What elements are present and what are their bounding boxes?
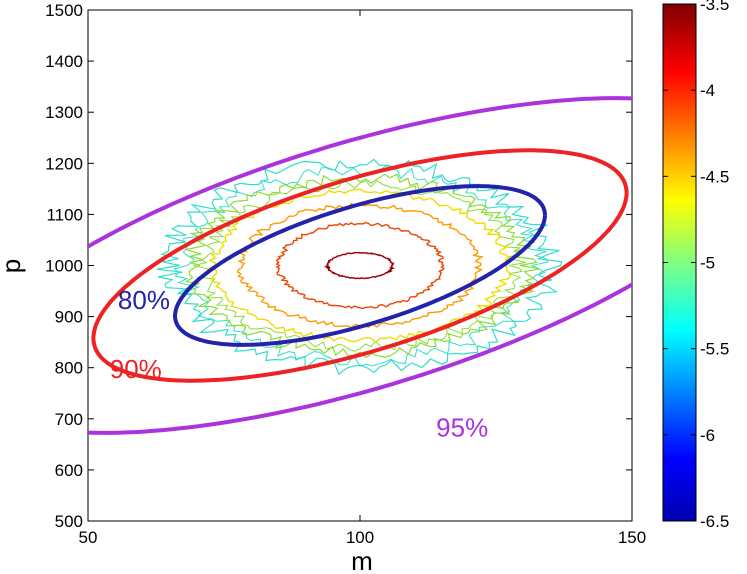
x-tick-label: 150	[618, 528, 646, 547]
colorbar-tick-label: -6.5	[700, 512, 729, 531]
colorbar: -3.5 -4 -4.5 -5 -5.5 -6 -6.5	[662, 0, 729, 531]
density-contour-line	[275, 221, 446, 310]
confidence-label: 80%	[118, 285, 170, 315]
colorbar-tick-label: -4.5	[700, 167, 729, 186]
y-tick-label: 1500	[45, 1, 83, 20]
colorbar-ticks: -3.5 -4 -4.5 -5 -5.5 -6 -6.5	[663, 0, 729, 531]
x-tick-label: 100	[346, 528, 374, 547]
colorbar-tick-label: -4	[700, 81, 715, 100]
density-contour-line	[184, 173, 541, 359]
colorbar-tick-label: -3.5	[700, 0, 729, 14]
y-axis-ticks: 500 600 700 800 900 1000 1100 1200 1300 1400 1500	[45, 1, 632, 531]
y-tick-label: 700	[55, 410, 83, 429]
confidence-ellipse	[88, 96, 632, 435]
confidence-ellipse	[91, 148, 629, 383]
y-tick-label: 900	[55, 308, 83, 327]
y-tick-label: 1400	[45, 52, 83, 71]
y-axis-title: p	[0, 259, 26, 273]
y-tick-label: 500	[55, 512, 83, 531]
y-tick-label: 800	[55, 359, 83, 378]
confidence-ellipse	[173, 184, 547, 347]
colorbar-tick-label: -6	[700, 426, 715, 445]
y-tick-label: 600	[55, 461, 83, 480]
confidence-label: 95%	[436, 413, 488, 443]
y-tick-label: 1300	[45, 103, 83, 122]
x-tick-label: 50	[79, 528, 98, 547]
y-tick-label: 1000	[45, 257, 83, 276]
x-axis-title: m	[351, 546, 373, 574]
confidence-labels: 80% 90% 95%	[110, 285, 488, 443]
confidence-ellipses	[88, 96, 632, 435]
plot-area: 50 100 150 500 600 700 800 900 1000 1100 1200 1300…	[45, 1, 646, 547]
density-contour-line	[236, 202, 484, 329]
density-contour-line	[173, 165, 549, 367]
confidence-label: 90%	[110, 354, 162, 384]
y-tick-label: 1100	[46, 205, 83, 224]
density-contour-line	[156, 158, 563, 375]
colorbar-tick-label: -5	[700, 254, 715, 273]
colorbar-tick-label: -5.5	[700, 340, 729, 359]
y-tick-label: 1200	[45, 154, 83, 173]
plot-frame	[87, 9, 633, 522]
x-axis-ticks: 50 100 150	[79, 10, 646, 547]
density-contour-line	[193, 179, 526, 352]
density-contour-line	[323, 251, 396, 280]
